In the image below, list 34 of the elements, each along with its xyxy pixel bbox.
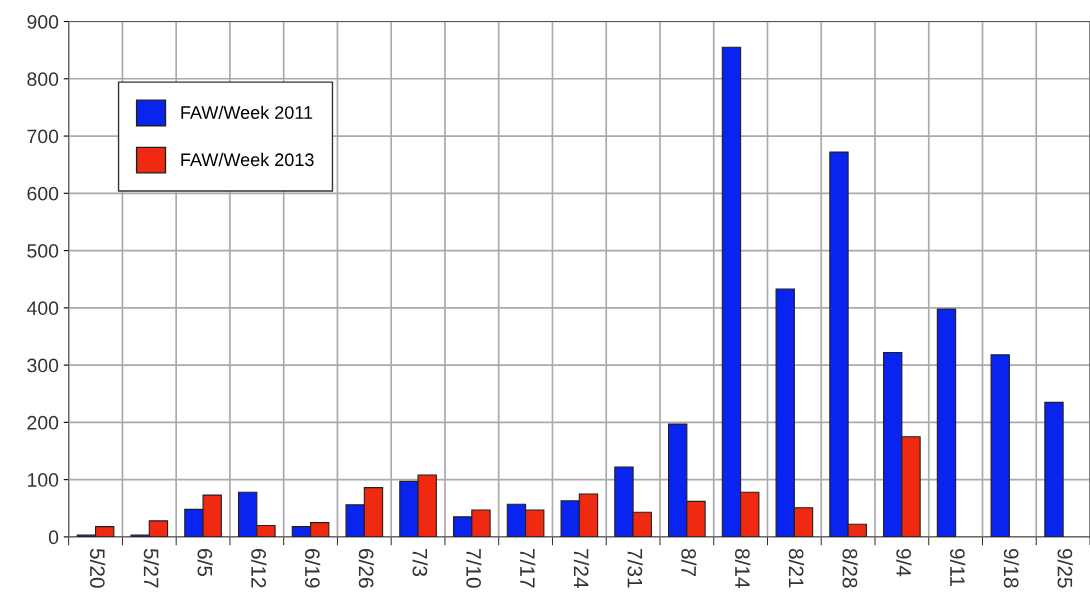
x-tick-label: 6/26 [358,549,375,588]
y-tick-label: 600 [27,186,59,201]
y-tick-label: 700 [27,129,59,144]
y-tick-label: 400 [26,301,59,316]
bar [1044,401,1064,537]
x-tick-label: 7/10 [466,549,482,588]
x-tick-label: 8/21 [788,548,805,588]
y-tick-label: 900 [27,14,59,29]
x-tick-label: 7/31 [627,549,643,588]
legend-label: FAW/Week 2013 [181,152,314,167]
x-tick-label: 8/28 [842,548,858,588]
bar [936,308,957,537]
legend-label: FAW/Week 2011 [181,105,313,119]
y-tick-label: 100 [27,473,59,487]
x-tick-label: 6/12 [251,549,267,588]
x-tick-label: 5/27 [143,548,160,588]
x-tick-label: 7/3 [412,549,428,577]
x-tick-label: 6/19 [304,549,321,588]
y-tick-label: 0 [48,530,59,545]
x-tick-label: 9/18 [1003,548,1020,588]
x-tick-label: 8/7 [681,548,697,576]
y-tick-label: 500 [27,244,59,258]
x-tick-label: 6/5 [197,549,213,577]
bar [990,354,1010,537]
x-tick-label: 9/11 [950,548,966,586]
x-tick-label: 8/14 [735,548,751,588]
y-tick-label: 800 [27,72,59,87]
x-tick-label: 9/4 [896,548,912,577]
x-tick-label: 7/17 [519,549,536,588]
y-tick-label: 200 [27,415,59,430]
x-tick-label: 7/24 [573,549,590,588]
x-tick-label: 5/20 [89,548,106,588]
y-tick-label: 300 [27,358,59,373]
x-tick-label: 9/25 [1057,548,1073,588]
